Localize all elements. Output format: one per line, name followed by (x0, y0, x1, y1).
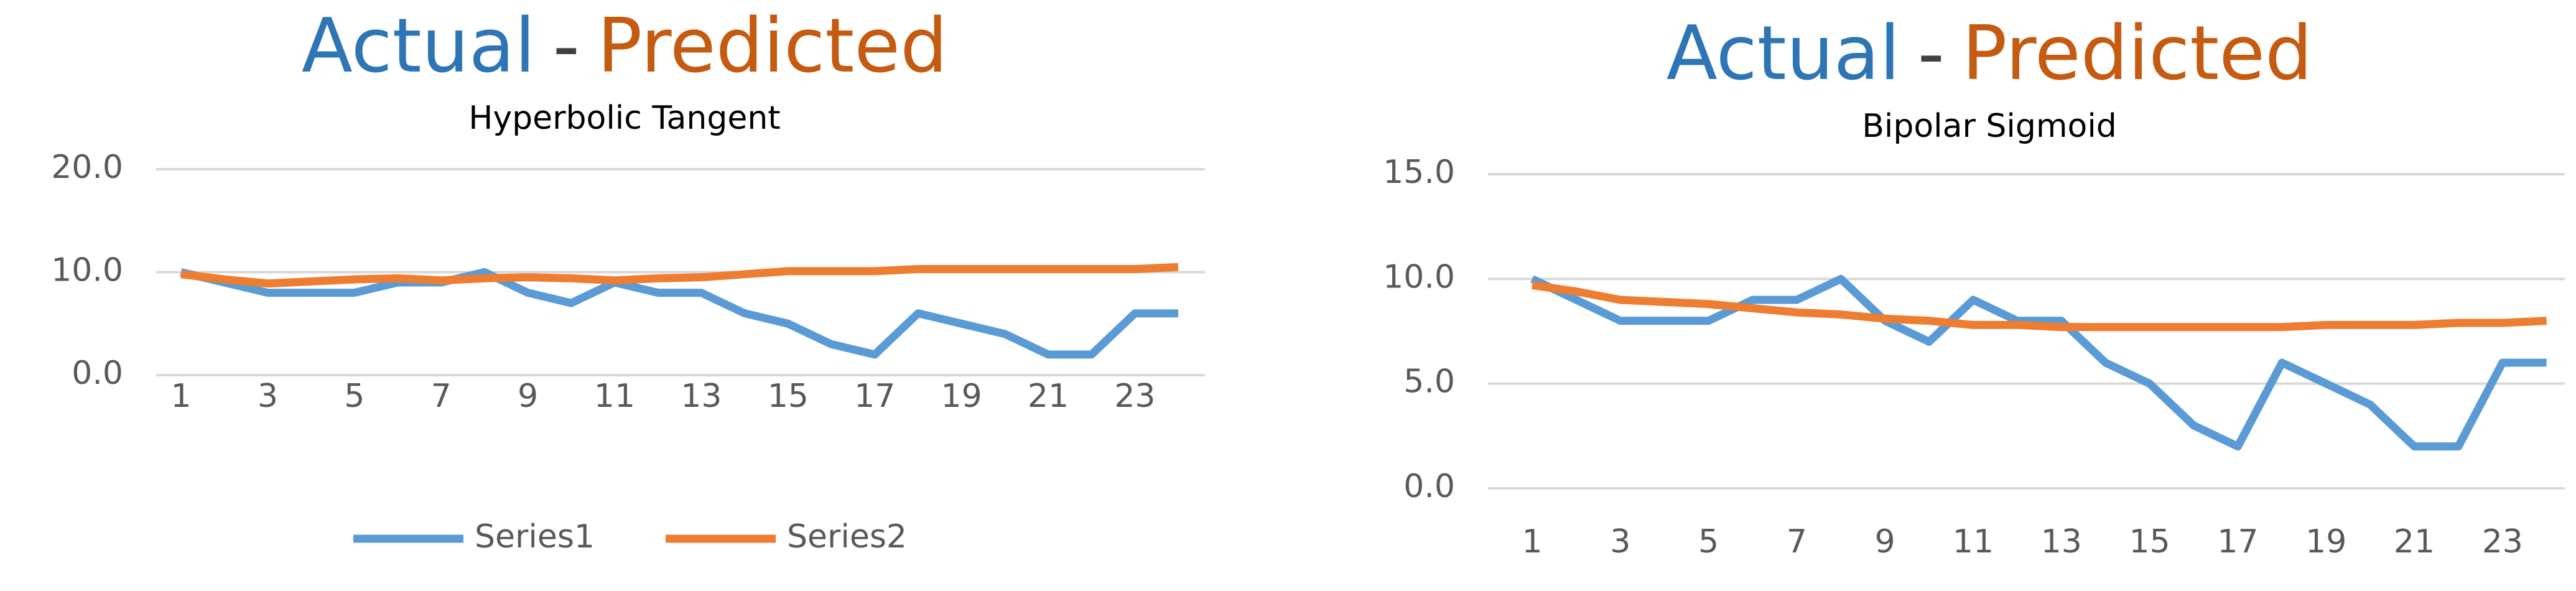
y-tick-label: 10.0 (51, 252, 123, 289)
x-tick-label: 7 (431, 378, 452, 415)
x-tick-label: 13 (2041, 523, 2082, 561)
x-tick-label: 3 (1610, 523, 1630, 561)
legend-label: Series2 (787, 518, 907, 556)
x-tick-label: 15 (2129, 523, 2170, 561)
x-tick-label: 1 (170, 378, 191, 415)
x-tick-label: 23 (1114, 378, 1155, 415)
title-part: Predicted (1962, 11, 2312, 97)
y-tick-label: 20.0 (51, 149, 123, 186)
y-tick-label: 0.0 (72, 355, 123, 392)
legend-label: Series1 (475, 518, 595, 556)
series-line (1530, 274, 2547, 451)
x-tick-label: 5 (1698, 523, 1719, 561)
x-tick-label: 21 (1028, 378, 1069, 415)
y-tick-label: 0.0 (1403, 468, 1455, 505)
x-tick-label: 9 (518, 378, 538, 415)
y-tick-label: 5.0 (1403, 363, 1455, 401)
x-tick-label: 1 (1522, 523, 1542, 561)
x-tick-label: 17 (854, 378, 895, 415)
x-tick-label: 13 (681, 378, 722, 415)
x-tick-label: 5 (344, 378, 365, 415)
y-tick-label: 10.0 (1383, 258, 1455, 296)
x-tick-label: 21 (2394, 523, 2435, 561)
x-tick-label: 7 (1787, 523, 1807, 561)
x-tick-label: 11 (1953, 523, 1994, 561)
chart-title: Actual - Predicted (1667, 11, 2313, 97)
title-part: Actual (302, 3, 536, 90)
x-tick-label: 11 (594, 378, 635, 415)
x-tick-label: 19 (941, 378, 982, 415)
y-tick-label: 15.0 (1383, 154, 1455, 191)
x-tick-label: 19 (2305, 523, 2346, 561)
chart-subtitle: Bipolar Sigmoid (1862, 108, 2117, 145)
title-part: - (1918, 11, 1945, 97)
x-tick-label: 17 (2217, 523, 2258, 561)
series-line (180, 268, 1179, 359)
series-line (180, 263, 1179, 288)
series-line (1532, 281, 2547, 332)
x-tick-label: 23 (2482, 523, 2523, 561)
chart-title: Actual - Predicted (302, 3, 948, 90)
x-tick-label: 15 (768, 378, 809, 415)
title-part: Predicted (597, 3, 947, 90)
x-tick-label: 3 (258, 378, 278, 415)
x-tick-label: 9 (1875, 523, 1895, 561)
title-part: Actual (1667, 11, 1900, 97)
title-part: - (553, 3, 580, 90)
chart-subtitle: Hyperbolic Tangent (468, 100, 780, 137)
